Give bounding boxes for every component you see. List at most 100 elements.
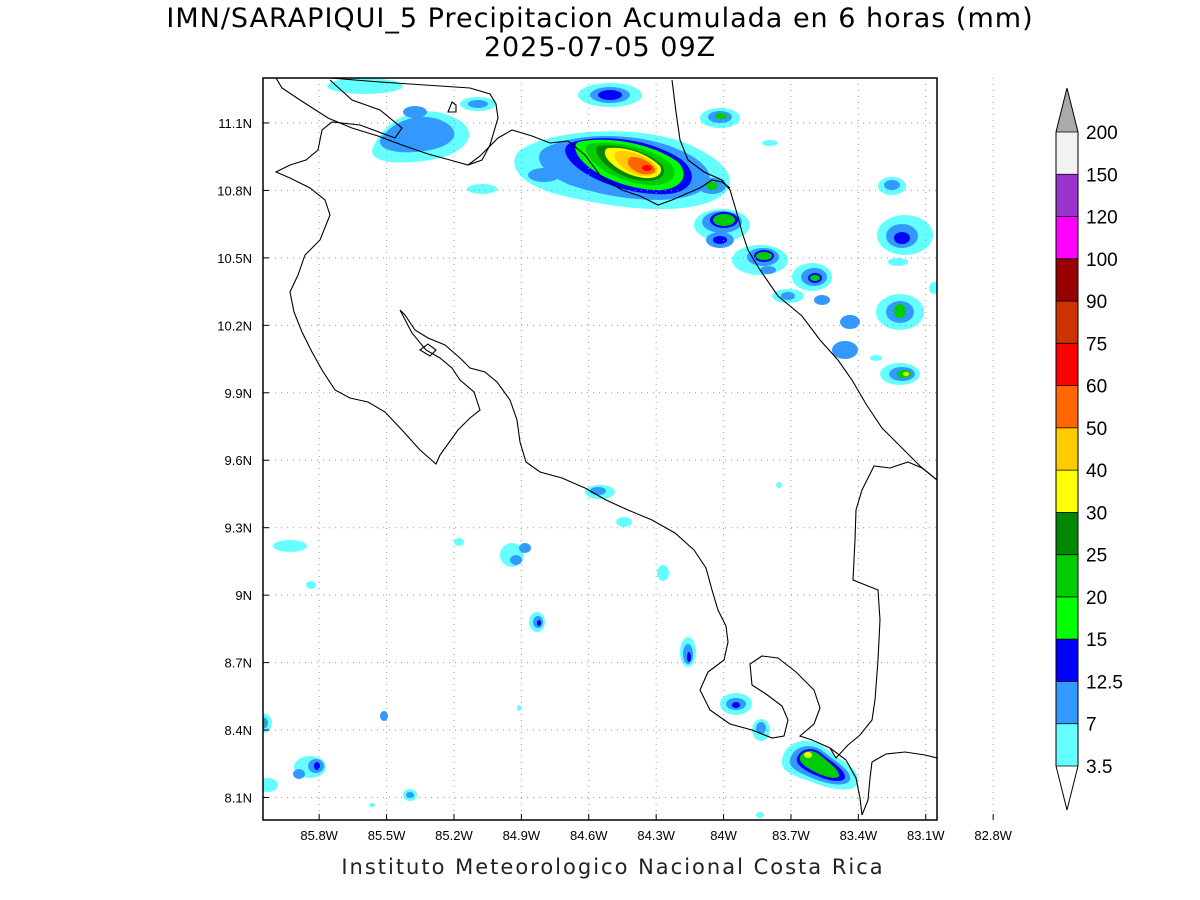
legend-swatch (1056, 554, 1078, 597)
lon-tick-label: 83.4W (840, 828, 878, 843)
precip-cell (519, 543, 531, 553)
legend-label: 100 (1086, 250, 1118, 271)
legend-swatch (1056, 681, 1078, 724)
legend-label: 60 (1086, 377, 1107, 398)
legend-label: 200 (1086, 123, 1118, 144)
nicaragua-lake-shore (275, 78, 499, 166)
lat-tick-label: 8.4N (225, 723, 252, 738)
legend-swatch (1056, 427, 1078, 471)
legend-label: 3.5 (1086, 757, 1112, 778)
precip-cell (406, 792, 414, 798)
legend-label: 7 (1086, 715, 1097, 736)
legend-swatch (1056, 470, 1078, 513)
precip-cell (517, 705, 521, 711)
precipitation-fields (263, 78, 937, 818)
legend-label: 90 (1086, 292, 1107, 313)
precip-cell (781, 292, 795, 300)
lon-tick-label: 84.6W (570, 828, 608, 843)
legend-swatch (1056, 512, 1078, 555)
legend-label: 150 (1086, 165, 1118, 186)
precip-cell (888, 258, 908, 266)
lon-tick-label: 84.9W (503, 828, 541, 843)
map-subtitle: 2025-07-05 09Z (483, 32, 717, 63)
legend-label: 12.5 (1086, 672, 1123, 693)
color-legend: 3.5 7 12.5 15 20 25 30 40 50 60 75 90 100 120 150 200 (1055, 87, 1123, 811)
precip-cell (657, 565, 669, 581)
precip-cell (903, 372, 909, 376)
precip-cell (832, 341, 858, 359)
legend-swatch (1056, 216, 1078, 259)
legend-label: 15 (1086, 630, 1107, 651)
precip-cell (840, 315, 860, 329)
lon-tick-label: 83.7W (772, 828, 810, 843)
precip-cell (715, 113, 727, 119)
precip-cell (528, 168, 560, 182)
panama-border (829, 461, 937, 759)
precip-cell (706, 182, 718, 190)
precip-cell (263, 717, 268, 729)
precip-cell (804, 752, 812, 758)
golfito-inlet (419, 343, 437, 357)
precip-cell-main-core (642, 165, 652, 171)
lon-tick-label: 83.1W (907, 828, 945, 843)
legend-swatch (1056, 766, 1078, 810)
legend-swatch (1056, 639, 1078, 682)
precip-cell (263, 720, 265, 726)
precip-cell (314, 762, 320, 770)
precip-cell (884, 180, 900, 190)
precip-cell (510, 555, 522, 565)
precip-cell (799, 751, 840, 778)
precip-cell (306, 581, 316, 589)
lat-tick-label: 10.8N (217, 183, 252, 198)
precip-cell (776, 482, 782, 488)
lat-tick-label: 9.3N (225, 521, 252, 536)
lat-tick-label: 10.2N (217, 318, 252, 333)
lat-tick-label: 10.5N (217, 251, 252, 266)
legend-swatch (1056, 132, 1078, 175)
precip-cell (814, 295, 830, 305)
precip-cell (380, 711, 388, 721)
precip-cell (590, 487, 606, 495)
precip-cell (756, 252, 772, 260)
pacific-coast-nicoya (274, 79, 863, 816)
precip-cell (454, 538, 464, 546)
precip-cell (756, 722, 766, 734)
legend-swatch (1056, 385, 1078, 428)
latitude-tick-labels: 11.1N 10.8N 10.5N 10.2N 9.9N 9.6N 9.3N 9N 8.7N 8.… (217, 116, 252, 806)
precip-cell (810, 275, 820, 281)
lon-tick-label: 85.2W (435, 828, 473, 843)
precip-cell (732, 702, 740, 708)
map-grid (263, 78, 994, 820)
legend-swatch (1056, 88, 1078, 132)
precip-cell (929, 282, 937, 294)
lon-tick-label: 84W (710, 828, 737, 843)
legend-label: 120 (1086, 208, 1118, 229)
legend-swatch (1056, 343, 1078, 386)
panama-pacific-coast (861, 751, 937, 816)
lake-island (447, 101, 457, 113)
precip-cell (762, 140, 778, 146)
lat-tick-label: 11.1N (218, 116, 252, 131)
lon-tick-label: 82.8W (974, 828, 1012, 843)
legend-label: 30 (1086, 503, 1107, 524)
legend-swatch (1056, 301, 1078, 344)
lon-tick-label: 85.5W (368, 828, 406, 843)
precip-cell (467, 184, 497, 194)
precip-cell (537, 620, 541, 626)
precip-cell (760, 266, 776, 274)
legend-label: 75 (1086, 334, 1107, 355)
lat-tick-label: 9.6N (225, 453, 252, 468)
nicaragua-costa-rica-border (467, 129, 731, 206)
precip-cell (870, 355, 882, 361)
lon-tick-label: 84.3W (637, 828, 675, 843)
lon-tick-label: 85.8W (300, 828, 338, 843)
precip-cell (756, 812, 764, 818)
coastlines-borders (274, 78, 937, 816)
legend-label: 20 (1086, 588, 1107, 609)
legend-swatch (1056, 596, 1078, 640)
caribbean-coast (671, 79, 937, 481)
map-title: IMN/SARAPIQUI_5 Precipitacion Acumulada … (166, 3, 1034, 34)
lat-tick-label: 9N (235, 588, 252, 603)
precip-cell (713, 236, 727, 244)
